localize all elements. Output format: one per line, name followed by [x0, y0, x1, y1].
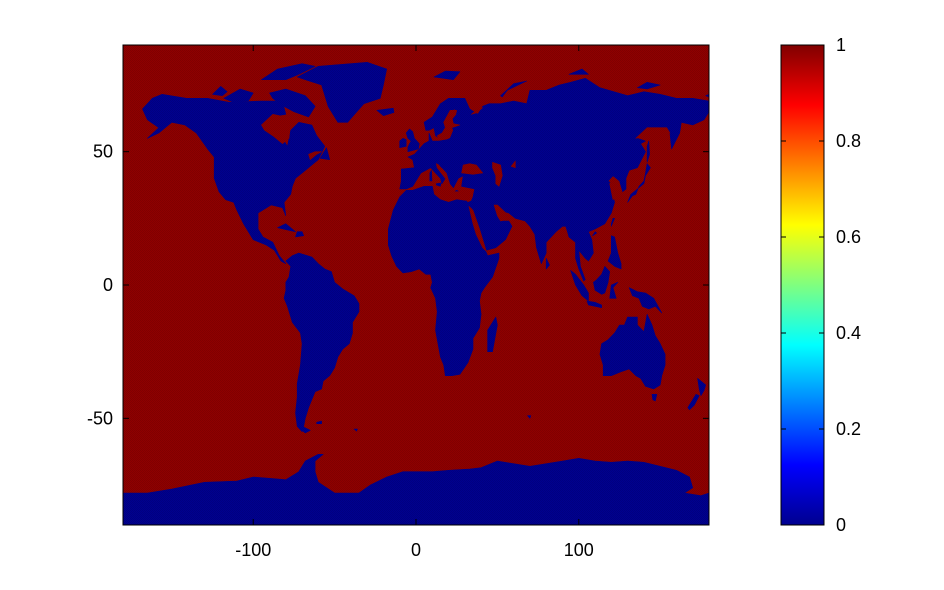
y-axis: -50 0 50 [87, 142, 709, 428]
x-axis: -100 0 100 [235, 45, 594, 560]
x-tick-label: 100 [564, 540, 594, 560]
colorbar-tick-label: 0.4 [836, 323, 861, 343]
colorbar-tick-label: 0.6 [836, 227, 861, 247]
map-plot [122, 44, 710, 526]
colorbar-ticks: 0 0.2 0.4 0.6 0.8 1 [781, 35, 861, 535]
colorbar-tick-label: 0 [836, 515, 846, 535]
colorbar-tick-label: 0.2 [836, 419, 861, 439]
y-tick-label: 50 [93, 142, 113, 162]
colorbar-tick-label: 1 [836, 35, 846, 55]
x-tick-label: 0 [411, 540, 421, 560]
pixel-texture-overlay [123, 45, 709, 525]
x-tick-label: -100 [235, 540, 271, 560]
colorbar: 0 0.2 0.4 0.6 0.8 1 [780, 35, 861, 535]
y-tick-label: 0 [103, 275, 113, 295]
colorbar-gradient [780, 44, 825, 526]
y-tick-label: -50 [87, 408, 113, 428]
colorbar-tick-label: 0.8 [836, 131, 861, 151]
